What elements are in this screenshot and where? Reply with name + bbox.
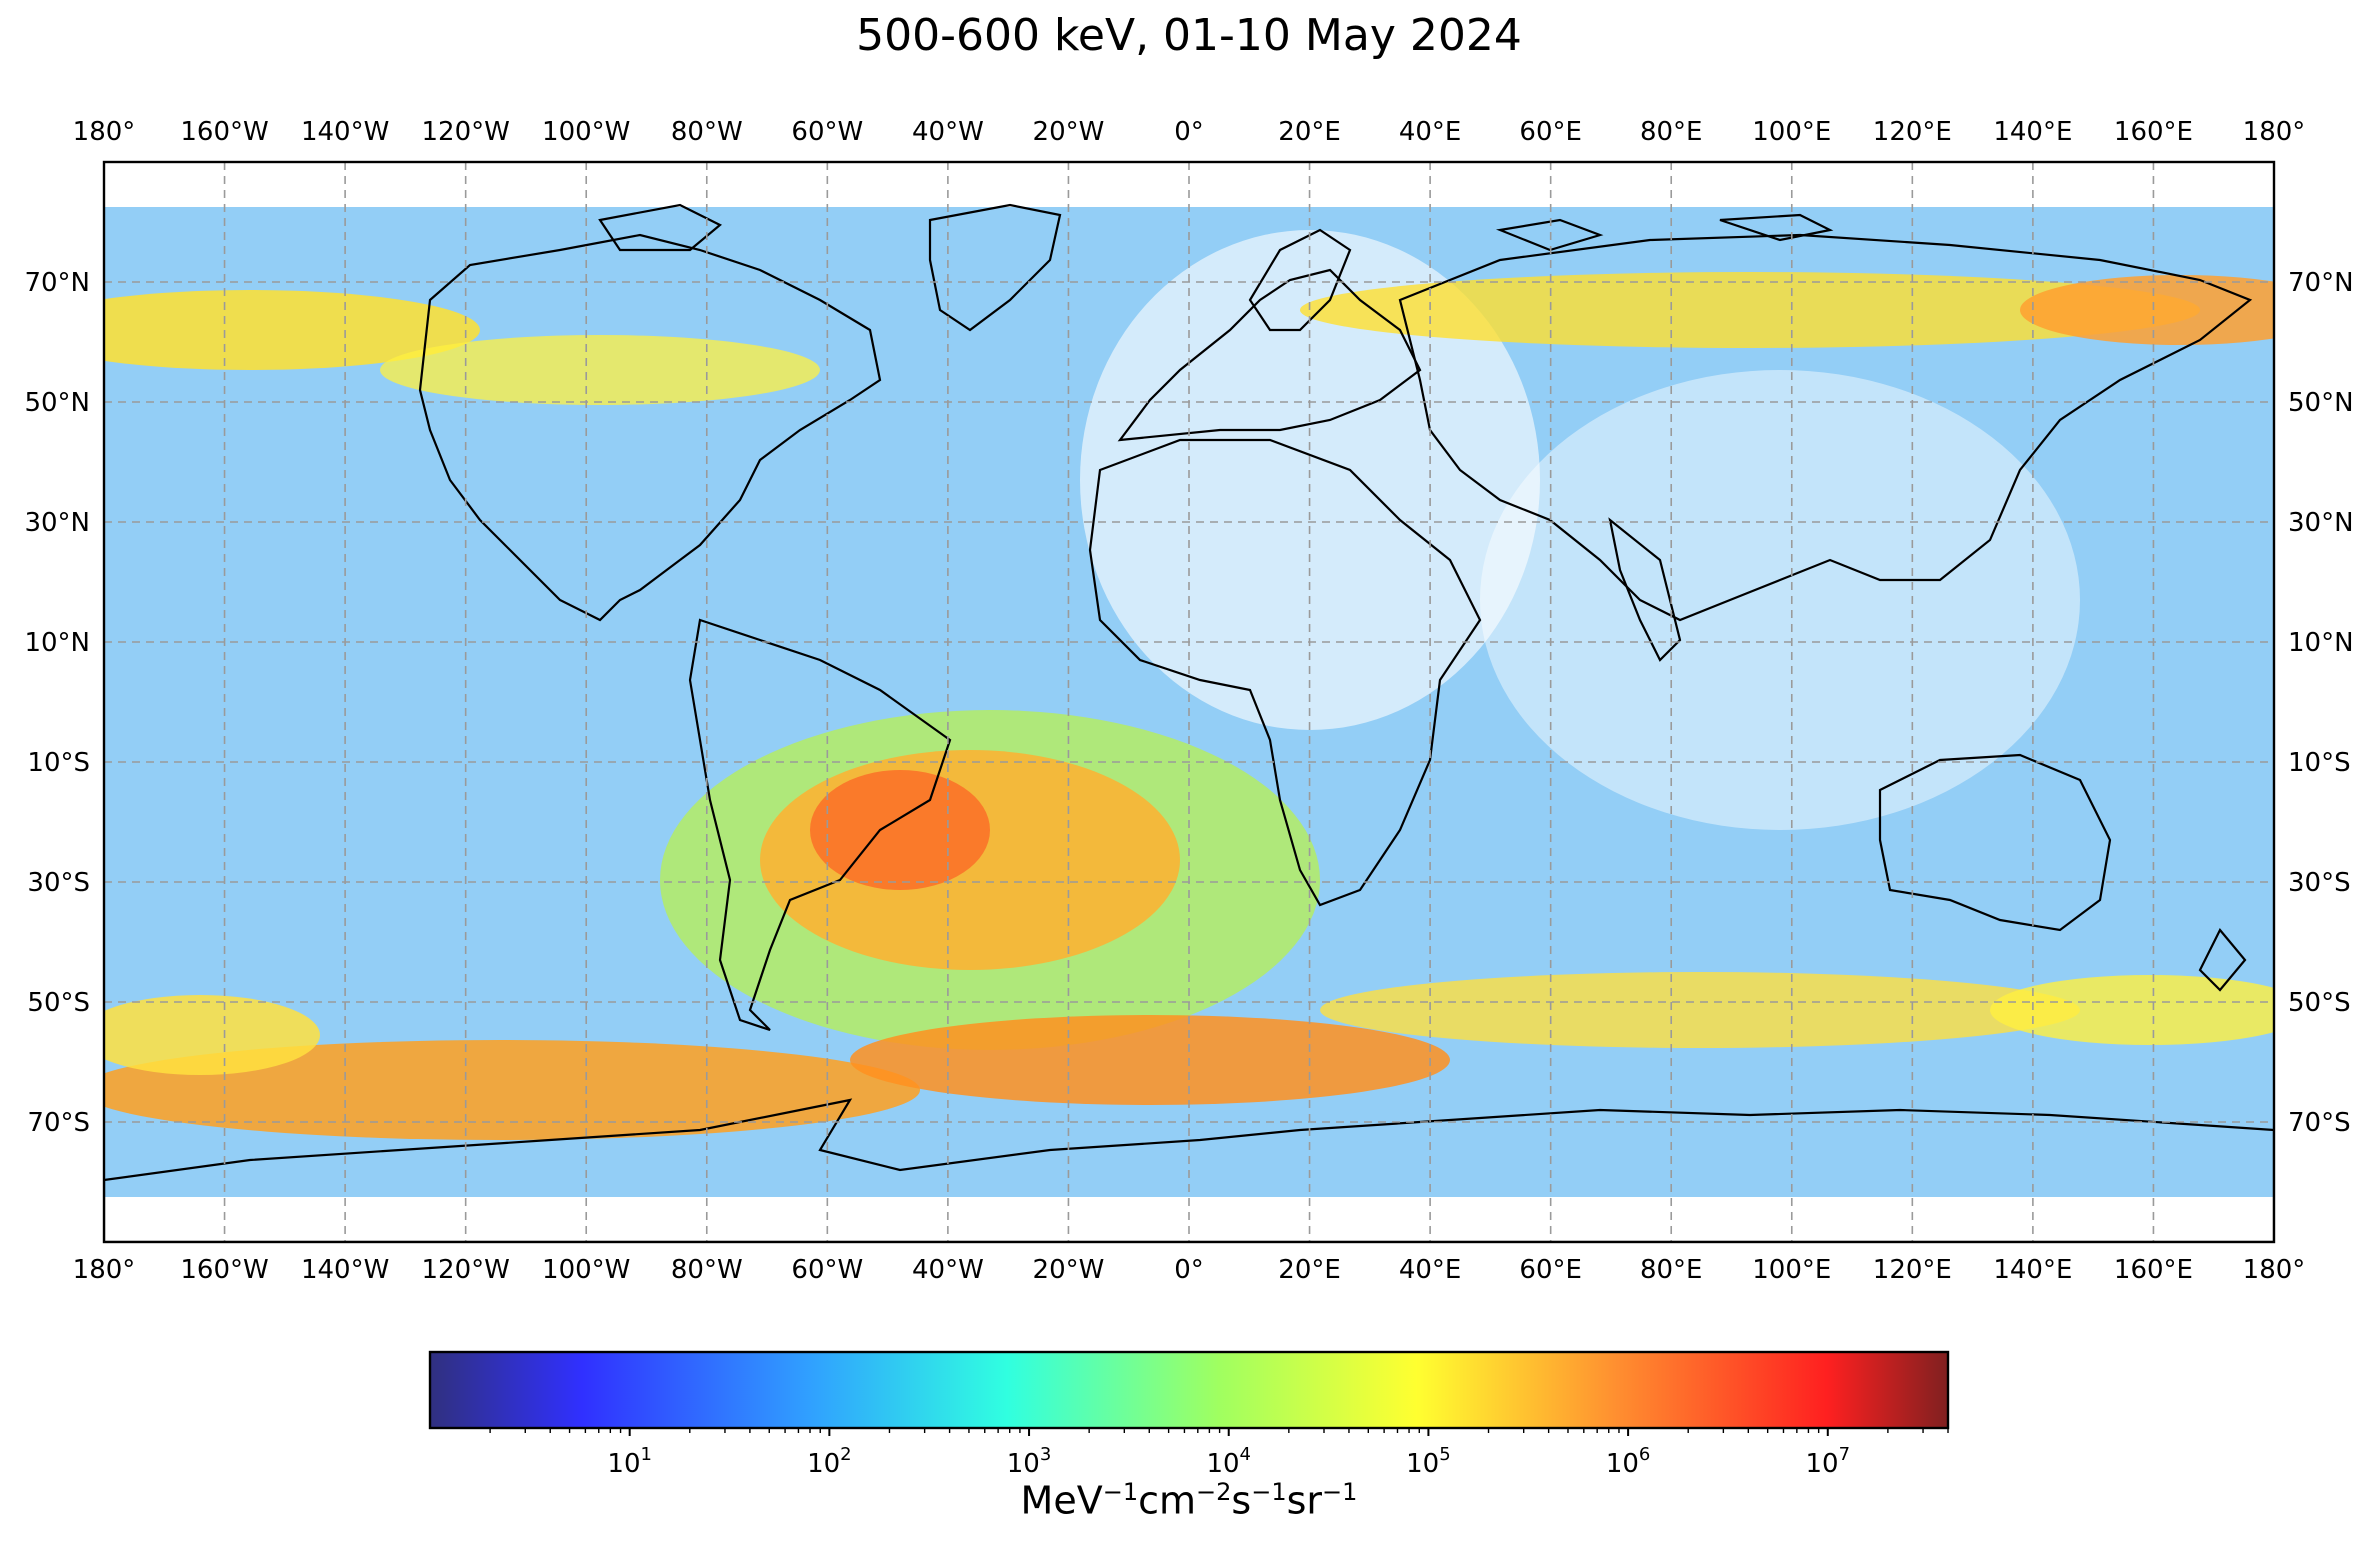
lat-tick-label: 70°S — [27, 1108, 90, 1138]
north-band-america — [380, 335, 820, 405]
colorbar-ticks: 101 102 103 104 105 106 107 — [489, 1428, 1949, 1479]
colorbar-label: MeV−1cm−2s−1sr−1 — [1020, 1478, 1358, 1523]
lon-tick-label: 160°W — [180, 1255, 268, 1285]
lon-tick-label: 20°E — [1278, 1255, 1341, 1285]
colorbar-tick-label: 103 — [1007, 1444, 1052, 1479]
lon-tick-label: 160°E — [2114, 117, 2193, 147]
lon-ticks-top: 180° 160°W 140°W 120°W 100°W 80°W 60°W 40°W 20°W… — [73, 117, 2306, 147]
lon-tick-label: 120°W — [421, 1255, 509, 1285]
saa-peak — [810, 770, 990, 890]
plot-title: 500-600 keV, 01-10 May 2024 — [856, 10, 1522, 61]
lon-tick-label: 140°W — [301, 1255, 389, 1285]
lon-tick-label: 180° — [73, 117, 136, 147]
south-band-center — [850, 1015, 1450, 1105]
lon-tick-label: 0° — [1174, 117, 1204, 147]
lat-ticks-right: 70°N 50°N 30°N 10°N 10°S 30°S 50°S 70°S — [2288, 268, 2354, 1138]
lon-tick-label: 120°E — [1873, 117, 1952, 147]
lon-tick-label: 120°W — [421, 117, 509, 147]
lon-tick-label: 0° — [1174, 1255, 1204, 1285]
north-band-west — [104, 290, 480, 370]
colorbar — [428, 1350, 1950, 1430]
lat-ticks-left: 70°N 50°N 30°N 10°N 10°S 30°S 50°S 70°S — [24, 268, 90, 1138]
north-band-asia — [1300, 272, 2200, 348]
lat-tick-label: 70°N — [2288, 268, 2354, 298]
lon-tick-label: 160°E — [2114, 1255, 2193, 1285]
lon-tick-label: 80°W — [671, 1255, 743, 1285]
coastline-asia — [1398, 233, 2253, 622]
lon-tick-label: 60°E — [1519, 117, 1582, 147]
lon-tick-label: 40°W — [912, 1255, 984, 1285]
map-gridlines — [104, 162, 2274, 1242]
lon-tick-label: 40°E — [1399, 117, 1462, 147]
lon-tick-label: 20°W — [1033, 117, 1105, 147]
lat-tick-label: 10°S — [27, 748, 90, 778]
lon-tick-label: 20°W — [1033, 1255, 1105, 1285]
lon-tick-label: 40°E — [1399, 1255, 1462, 1285]
coastlines — [104, 203, 2274, 1242]
flux-data-layer — [104, 207, 2274, 1197]
colorbar-tick-label: 104 — [1206, 1444, 1251, 1479]
colorbar-tick-label: 105 — [1406, 1444, 1451, 1479]
colorbar-tick-label: 106 — [1606, 1444, 1651, 1479]
lon-tick-label: 80°E — [1640, 117, 1703, 147]
coastline-south-america — [688, 618, 952, 1032]
coastline-europe — [1117, 268, 1422, 442]
lon-tick-label: 100°E — [1752, 117, 1831, 147]
lon-tick-label: 160°W — [180, 117, 268, 147]
lon-tick-label: 180° — [2243, 1255, 2306, 1285]
lat-tick-label: 50°N — [2288, 388, 2354, 418]
lat-tick-label: 70°N — [24, 268, 90, 298]
coastline-antarctica — [104, 1098, 2274, 1242]
lon-tick-label: 140°W — [301, 117, 389, 147]
lat-tick-label: 10°S — [2288, 748, 2351, 778]
lon-tick-label: 80°E — [1640, 1255, 1703, 1285]
lon-tick-label: 60°W — [791, 1255, 863, 1285]
lon-tick-label: 40°W — [912, 117, 984, 147]
lat-tick-label: 30°N — [2288, 508, 2354, 538]
colorbar-tick-label: 107 — [1806, 1444, 1851, 1479]
lon-ticks-bottom: 180° 160°W 140°W 120°W 100°W 80°W 60°W 40°W 20°W… — [73, 1255, 2306, 1285]
south-band-east — [1320, 972, 2080, 1048]
lon-tick-label: 120°E — [1873, 1255, 1952, 1285]
lon-tick-label: 100°E — [1752, 1255, 1831, 1285]
lon-tick-label: 140°E — [1993, 1255, 2072, 1285]
coastline-india — [1608, 517, 1682, 662]
lat-tick-label: 70°S — [2288, 1108, 2351, 1138]
lon-tick-label: 20°E — [1278, 117, 1341, 147]
lat-tick-label: 10°N — [2288, 628, 2354, 658]
lon-tick-label: 180° — [2243, 117, 2306, 147]
lat-tick-label: 30°S — [27, 868, 90, 898]
lon-tick-label: 140°E — [1993, 117, 2072, 147]
coastline-scandinavia — [1248, 228, 1352, 332]
north-band-east — [2020, 275, 2274, 345]
lon-tick-label: 180° — [73, 1255, 136, 1285]
coastline-africa — [1088, 438, 1482, 907]
lon-tick-label: 60°E — [1519, 1255, 1582, 1285]
lon-tick-label: 60°W — [791, 117, 863, 147]
lat-tick-label: 30°S — [2288, 868, 2351, 898]
lon-tick-label: 80°W — [671, 117, 743, 147]
colorbar-tick-label: 102 — [807, 1444, 852, 1479]
colorbar-tick-label: 101 — [607, 1444, 652, 1479]
map-frame — [102, 160, 2276, 1244]
lon-tick-label: 100°W — [542, 1255, 630, 1285]
lon-tick-label: 100°W — [542, 117, 630, 147]
lat-tick-label: 50°N — [24, 388, 90, 418]
south-band-west — [104, 1040, 920, 1140]
coastline-greenland — [928, 203, 1062, 332]
lat-tick-label: 30°N — [24, 508, 90, 538]
lat-tick-label: 50°S — [27, 988, 90, 1018]
lat-tick-label: 50°S — [2288, 988, 2351, 1018]
lat-tick-label: 10°N — [24, 628, 90, 658]
